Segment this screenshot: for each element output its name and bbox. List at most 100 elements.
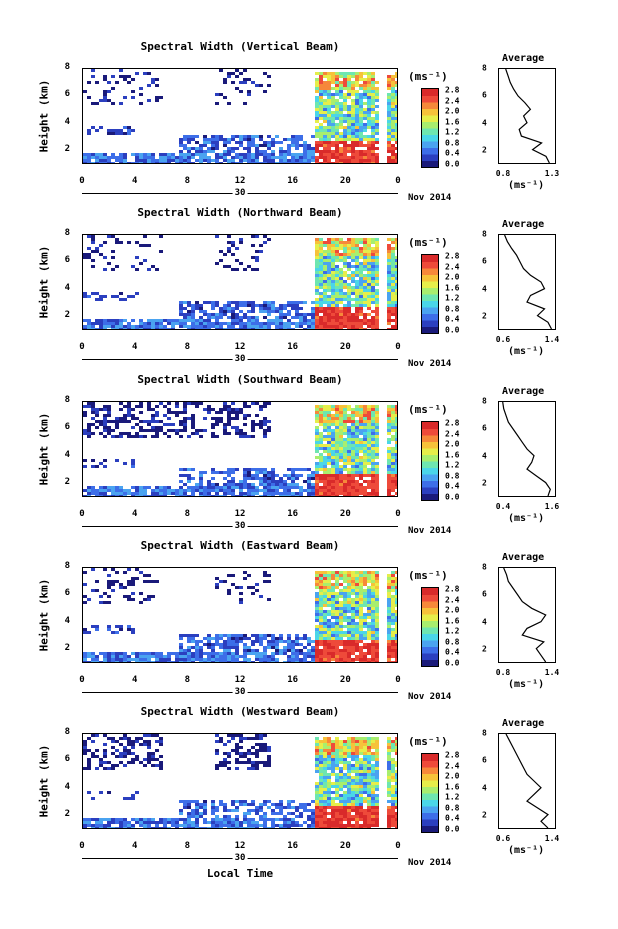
average-y-tick: 4: [482, 783, 487, 793]
colorbar-tick: 1.2: [445, 792, 460, 802]
colorbar-tick: 0.8: [445, 138, 460, 147]
average-unit: (ms⁻¹): [508, 845, 545, 856]
colorbar-unit: (ms⁻¹): [408, 70, 448, 83]
heatmap-cells: [83, 69, 397, 163]
colorbar-tick: 1.2: [445, 127, 460, 137]
colorbar-tick: 0.4: [445, 647, 460, 657]
colorbar-tick: 1.2: [445, 626, 460, 636]
colorbar-tick: 0.4: [445, 481, 460, 491]
average-y-tick: 6: [482, 755, 487, 765]
day-label: 30: [232, 521, 248, 531]
colorbar-tick: 2.0: [445, 771, 460, 781]
month-label: Nov 2014: [408, 858, 452, 868]
average-y-tick: 6: [482, 589, 487, 599]
y-tick-label: 8: [64, 561, 70, 571]
x-tick-label: 12: [234, 675, 246, 685]
x-tick-label: 8: [184, 342, 191, 352]
x-tick-label: 12: [234, 342, 246, 352]
x-tick-label: 0: [79, 675, 85, 685]
colorbar-tick: 0.8: [445, 471, 460, 480]
colorbar-tick: 0.8: [445, 304, 460, 313]
average-x-tick: 1.6: [544, 502, 560, 511]
average-y-tick: 8: [482, 63, 487, 73]
day-label: 30: [232, 687, 248, 697]
y-tick-label: 6: [64, 422, 70, 433]
colorbar-tick: 0.4: [445, 148, 460, 158]
colorbar-tick: 0.8: [445, 637, 460, 646]
average-profile-plot: [498, 733, 556, 829]
y-tick-label: 8: [64, 228, 70, 238]
x-tick-label: 8: [184, 176, 191, 186]
colorbar: [421, 587, 439, 667]
average-title: Average: [502, 53, 545, 64]
x-tick-label: 0: [79, 342, 85, 352]
colorbar-tick: 2.0: [445, 605, 460, 615]
average-x-tick: 0.8: [495, 169, 511, 178]
colorbar-tick: 1.2: [445, 293, 460, 303]
x-tick-label: 8: [184, 841, 191, 851]
colorbar-tick: 0.0: [445, 492, 460, 501]
chart-panel: Spectral Width (Westward Beam) Height (km…: [0, 665, 618, 868]
average-profile-plot: [498, 68, 556, 164]
heatmap-plot: [82, 68, 398, 164]
x-tick-label: 0: [395, 342, 401, 352]
chart-panel: Spectral Width (Northward Beam) Height (k…: [0, 166, 618, 369]
x-tick-label: 0: [79, 176, 85, 186]
average-title: Average: [502, 386, 545, 397]
average-y-tick: 4: [482, 284, 487, 294]
x-tick-label: 0: [395, 675, 401, 685]
x-tick-label: 0: [395, 841, 401, 851]
y-tick-label: 6: [64, 89, 70, 100]
colorbar-gradient: [422, 89, 438, 168]
average-x-tick: 1.4: [544, 834, 560, 843]
heatmap-cells: [83, 235, 397, 329]
colorbar: [421, 753, 439, 833]
heatmap-plot: [82, 234, 398, 330]
colorbar-tick: 0.8: [445, 803, 460, 812]
x-tick-label: 4: [131, 841, 138, 851]
day-label: 30: [232, 853, 248, 863]
y-tick-label: 2: [64, 310, 70, 321]
heatmap-plot: [82, 567, 398, 663]
average-profile-line: [505, 734, 549, 828]
month-label: Nov 2014: [408, 526, 452, 536]
average-unit: (ms⁻¹): [508, 679, 545, 690]
average-x-tick: 1.4: [544, 335, 560, 344]
average-x-tick: 0.6: [495, 335, 511, 344]
heatmap-cells: [83, 734, 397, 828]
average-y-tick: 2: [482, 478, 487, 488]
x-tick-label: 20: [339, 841, 351, 851]
average-profile-plot: [498, 401, 556, 497]
average-y-tick: 4: [482, 451, 487, 461]
chart-panel: Spectral Width (Eastward Beam) Height (km…: [0, 499, 618, 702]
x-tick-label: 20: [339, 509, 351, 519]
chart-title: Spectral Width (Northward Beam): [137, 206, 343, 219]
month-label: Nov 2014: [408, 692, 452, 702]
colorbar-tick: 2.8: [445, 418, 460, 428]
average-x-tick: 0.4: [495, 502, 511, 511]
y-tick-label: 8: [64, 395, 70, 405]
y-tick-label: 4: [64, 449, 70, 460]
y-tick-label: 4: [64, 781, 70, 792]
colorbar-tick: 2.0: [445, 439, 460, 449]
colorbar-gradient: [422, 754, 438, 833]
y-tick-label: 6: [64, 255, 70, 266]
colorbar-tick: 1.2: [445, 460, 460, 470]
chart-title: Spectral Width (Vertical Beam): [140, 40, 340, 53]
chart-panel: Spectral Width (Vertical Beam) Height (km…: [0, 0, 618, 203]
average-profile-line: [505, 69, 550, 163]
y-tick-label: 4: [64, 116, 70, 127]
y-tick-label: 2: [64, 144, 70, 155]
colorbar-tick: 0.4: [445, 314, 460, 324]
average-y-tick: 8: [482, 229, 487, 239]
day-label: 30: [232, 354, 248, 364]
colorbar-unit: (ms⁻¹): [408, 236, 448, 249]
colorbar-tick: 2.8: [445, 85, 460, 95]
colorbar-tick: 0.4: [445, 813, 460, 823]
colorbar-tick: 2.0: [445, 272, 460, 282]
x-axis-label: Local Time: [206, 867, 274, 880]
x-tick-label: 4: [131, 675, 138, 685]
y-tick-label: 6: [64, 588, 70, 599]
average-profile-line: [502, 402, 551, 496]
average-profile-line: [504, 235, 553, 329]
